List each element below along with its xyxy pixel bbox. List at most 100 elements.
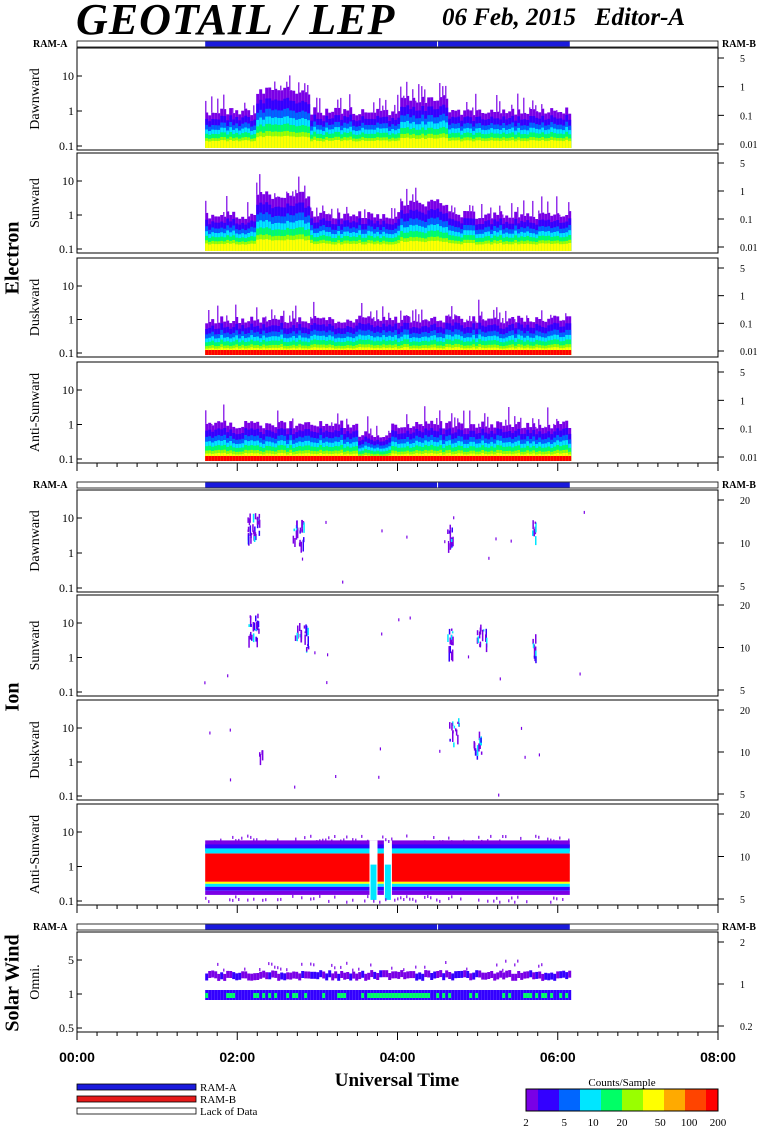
spectrogram-cell — [424, 242, 428, 251]
plot-date: 06 Feb, 2015 Editor-A — [442, 4, 685, 32]
spectrogram-speck — [427, 320, 429, 322]
spectrogram-speck — [523, 200, 525, 216]
spectrogram-cell — [226, 243, 230, 251]
spectrogram-cell — [559, 971, 563, 979]
spectrogram-speck — [280, 85, 282, 91]
spectrogram-speck — [361, 303, 363, 318]
spectrogram-cell — [568, 970, 572, 978]
spectrogram-cell — [283, 136, 287, 148]
spectrogram-cell — [247, 456, 251, 461]
panel-label: Anti-Sunward — [28, 373, 43, 452]
spectrogram-band — [370, 864, 377, 900]
spectrogram-speck — [452, 636, 454, 646]
spectrogram-cell — [544, 350, 548, 355]
spectrogram-cell — [496, 350, 500, 355]
spectrogram-speck — [304, 836, 306, 840]
spectrogram-cell — [517, 990, 521, 1000]
spectrogram-speck — [547, 837, 549, 841]
left-tick-label: 10 — [62, 825, 74, 839]
spectrogram-speck — [208, 900, 210, 904]
spectrogram-cell — [217, 990, 221, 1000]
spectrogram-cell — [427, 241, 431, 251]
spectrogram-cell — [301, 990, 305, 1000]
spectrogram-cell — [454, 350, 458, 355]
spectrogram-speck — [424, 895, 426, 899]
spectrogram-cell — [307, 137, 311, 148]
spectrogram-cell — [316, 972, 320, 980]
spectrogram-cell — [502, 993, 506, 998]
spectrogram-cell — [517, 971, 521, 978]
spectrogram-cell — [319, 456, 323, 461]
spectrogram-speck — [334, 895, 336, 899]
spectrogram-speck — [473, 741, 475, 749]
spectrogram-cell — [559, 456, 563, 461]
spectrogram-cell — [493, 973, 497, 981]
spectrogram-cell — [364, 350, 368, 355]
spectrogram-cell — [292, 456, 296, 461]
spectrogram-cell — [364, 456, 368, 461]
spectrogram-speck — [299, 539, 301, 547]
spectrogram-cell — [325, 243, 329, 251]
ram-a-label: RAM-A — [33, 480, 68, 491]
spectrogram-speck — [451, 649, 454, 662]
spectrogram-cell — [451, 990, 455, 1000]
spectrogram-cell — [436, 456, 440, 461]
spectrogram-cell — [544, 972, 548, 980]
spectrogram-speck — [499, 900, 501, 904]
spectrogram-speck — [447, 541, 450, 553]
spectrogram-cell — [319, 990, 323, 1000]
spectrogram-speck — [505, 835, 507, 839]
spectrogram-cell — [511, 456, 515, 461]
spectrogram-speck — [229, 898, 231, 902]
spectrogram-cell — [253, 350, 257, 355]
spectrogram-cell — [226, 350, 230, 355]
spectrogram-cell — [529, 456, 533, 461]
spectrogram-speck — [450, 634, 453, 645]
spectrogram-cell — [532, 990, 536, 1000]
spectrogram-speck — [305, 625, 308, 637]
spectrogram-speck — [352, 898, 354, 902]
spectrogram-speck — [343, 838, 345, 842]
spectrogram-speck — [394, 104, 396, 114]
spectrogram-cell — [298, 350, 302, 355]
spectrogram-cell — [397, 140, 401, 148]
spectrogram-cell — [235, 140, 239, 148]
spectrogram-speck — [310, 207, 312, 212]
spectrogram-cell — [448, 140, 452, 148]
spectrogram-cell — [505, 350, 509, 355]
spectrogram-cell — [430, 137, 434, 148]
spectrogram-cell — [553, 456, 557, 461]
spectrogram-speck — [398, 618, 400, 622]
spectrogram-speck — [232, 108, 234, 114]
spectrogram-cell — [400, 456, 404, 461]
spectrogram-cell — [322, 243, 326, 251]
spectrogram-cell — [286, 993, 290, 998]
spectrogram-cell — [331, 973, 335, 981]
spectrogram-speck — [334, 835, 336, 838]
spectrogram-cell — [484, 350, 488, 355]
spectrogram-cell — [385, 993, 389, 998]
spectrogram-speck — [370, 963, 372, 967]
spectrogram-cell — [547, 973, 551, 981]
spectrogram-cell — [391, 993, 395, 998]
panel-frame — [76, 47, 719, 151]
spectrogram-cell — [259, 136, 263, 148]
spectrogram-speck — [258, 628, 260, 634]
spectrogram-speck — [474, 748, 477, 756]
spectrogram-speck — [257, 613, 259, 619]
spectrogram-cell — [391, 350, 395, 355]
spectrogram-cell — [346, 243, 350, 251]
spectrogram-cell — [352, 990, 356, 1000]
spectrogram-cell — [313, 990, 317, 1000]
spectrogram-cell — [490, 971, 494, 978]
spectrogram-speck — [535, 105, 537, 112]
spectrogram-speck — [562, 898, 564, 901]
spectrogram-speck — [255, 628, 257, 631]
ram-a-segment — [205, 482, 570, 488]
left-tick-label: 1 — [68, 104, 74, 118]
spectrogram-speck — [514, 900, 516, 904]
spectrogram-speck — [331, 422, 333, 426]
spectrogram-cell — [544, 456, 548, 461]
spectrogram-cell — [481, 244, 485, 251]
spectrogram-speck — [496, 95, 498, 112]
